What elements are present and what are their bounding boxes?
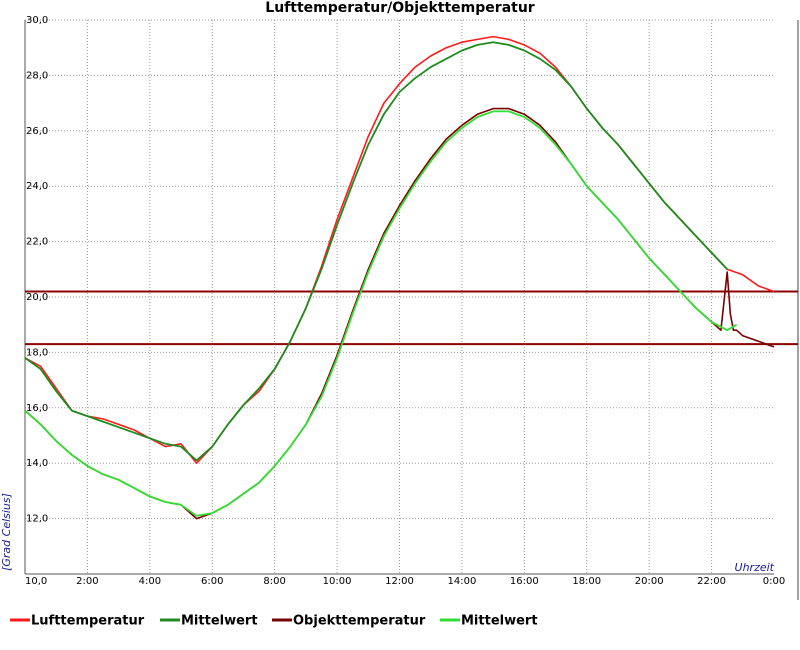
legend-label-2: Objekttemperatur [293, 614, 426, 629]
x-tick-label-5: 10:00 [323, 576, 352, 587]
x-tick-labels: 10,0 2:00 4:00 6:00 8:00 10:00 12:00 14:00 16:00… [25, 576, 785, 587]
legend: Lufttemperatur Mittelwert Objekttemperatur… [10, 614, 538, 629]
grid [25, 19, 774, 574]
axes [24, 20, 799, 600]
y-tick-label-4: 20,0 [26, 292, 48, 303]
y-tick-label-6: 24,0 [26, 181, 48, 192]
series-line-1 [24, 41, 728, 462]
series-line-0 [24, 35, 775, 465]
x-axis-label: Uhrzeit [735, 561, 775, 574]
x-tick-label-7: 14:00 [448, 576, 477, 587]
y-tick-label-5: 22,0 [26, 237, 48, 248]
x-tick-label-8: 16:00 [510, 576, 539, 587]
x-tick-label-12: 0:00 [763, 576, 785, 587]
x-tick-label-6: 12:00 [385, 576, 414, 587]
x-tick-label-1: 2:00 [76, 576, 98, 587]
y-tick-label-3: 18,0 [26, 347, 48, 358]
y-tick-label-2: 16,0 [26, 403, 48, 414]
series-line-3 [24, 110, 738, 517]
reference-lines [25, 290, 798, 346]
chart-title: Lufttemperatur/Objekttemperatur [265, 0, 535, 16]
x-tick-label-10: 20:00 [635, 576, 664, 587]
x-tick-label-0: 10,0 [25, 576, 47, 587]
y-tick-label-8: 28,0 [26, 70, 48, 81]
y-tick-label-0: 12,0 [26, 514, 48, 525]
legend-label-0: Lufttemperatur [31, 614, 145, 629]
y-axis-label: [Grad Celsius] [0, 493, 13, 571]
y-tick-label-1: 14,0 [26, 458, 48, 469]
legend-label-3: Mittelwert [461, 614, 538, 629]
x-tick-label-4: 8:00 [263, 576, 285, 587]
y-tick-labels: 12,0 14,0 16,0 18,0 20,0 22,0 24,0 26,0 28,0 30,0 [26, 15, 48, 525]
x-tick-label-11: 22:00 [697, 576, 726, 587]
y-tick-label-9: 30,0 [26, 15, 48, 26]
x-tick-label-2: 4:00 [139, 576, 161, 587]
x-tick-label-3: 6:00 [201, 576, 223, 587]
legend-label-1: Mittelwert [181, 614, 258, 629]
x-tick-label-9: 18:00 [572, 576, 601, 587]
y-tick-label-7: 26,0 [26, 126, 48, 137]
series-lines [24, 35, 775, 520]
